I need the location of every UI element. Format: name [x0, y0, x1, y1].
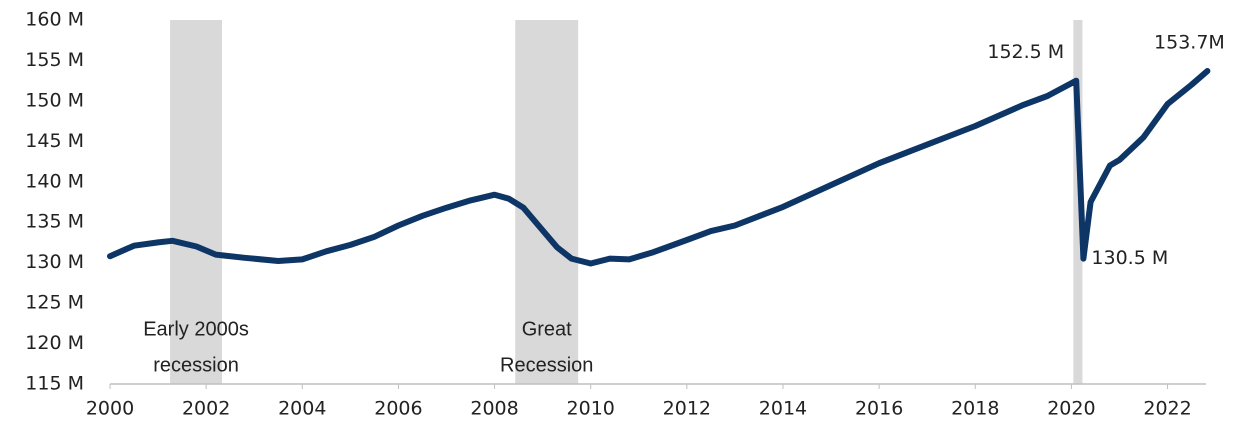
y-tick-label: 115 M — [25, 373, 84, 395]
x-tick-label: 2012 — [663, 398, 711, 420]
annotation: 130.5 M — [1091, 247, 1168, 269]
y-tick-label: 145 M — [25, 130, 84, 152]
x-tick-label: 2002 — [182, 398, 230, 420]
y-tick-label: 150 M — [25, 89, 84, 111]
recession-label: Recession — [500, 354, 593, 376]
x-tick-label: 2004 — [278, 398, 326, 420]
x-tick-label: 2014 — [759, 398, 807, 420]
recession-label: recession — [153, 354, 239, 376]
y-tick-label: 140 M — [25, 170, 84, 192]
y-tick-label: 160 M — [25, 9, 84, 31]
recession-label: Great — [522, 318, 572, 340]
x-tick-label: 2018 — [951, 398, 999, 420]
x-tick-label: 2010 — [567, 398, 615, 420]
x-tick-label: 2022 — [1143, 398, 1191, 420]
recession-band — [1073, 20, 1083, 384]
y-tick-label: 120 M — [25, 332, 84, 354]
y-tick-label: 130 M — [25, 251, 84, 273]
recession-band — [170, 20, 223, 384]
y-tick-label: 125 M — [25, 292, 84, 314]
y-tick-label: 155 M — [25, 49, 84, 71]
recession-label: Early 2000s — [143, 318, 249, 340]
x-tick-label: 2008 — [470, 398, 518, 420]
y-tick-label: 135 M — [25, 211, 84, 233]
annotation: 153.7M — [1154, 31, 1225, 53]
x-tick-label: 2006 — [374, 398, 422, 420]
annotation: 152.5 M — [987, 41, 1064, 63]
x-tick-label: 2000 — [86, 398, 134, 420]
x-tick-label: 2016 — [855, 398, 903, 420]
x-tick-label: 2020 — [1047, 398, 1095, 420]
recession-band — [515, 20, 579, 384]
series-line — [107, 68, 1211, 267]
